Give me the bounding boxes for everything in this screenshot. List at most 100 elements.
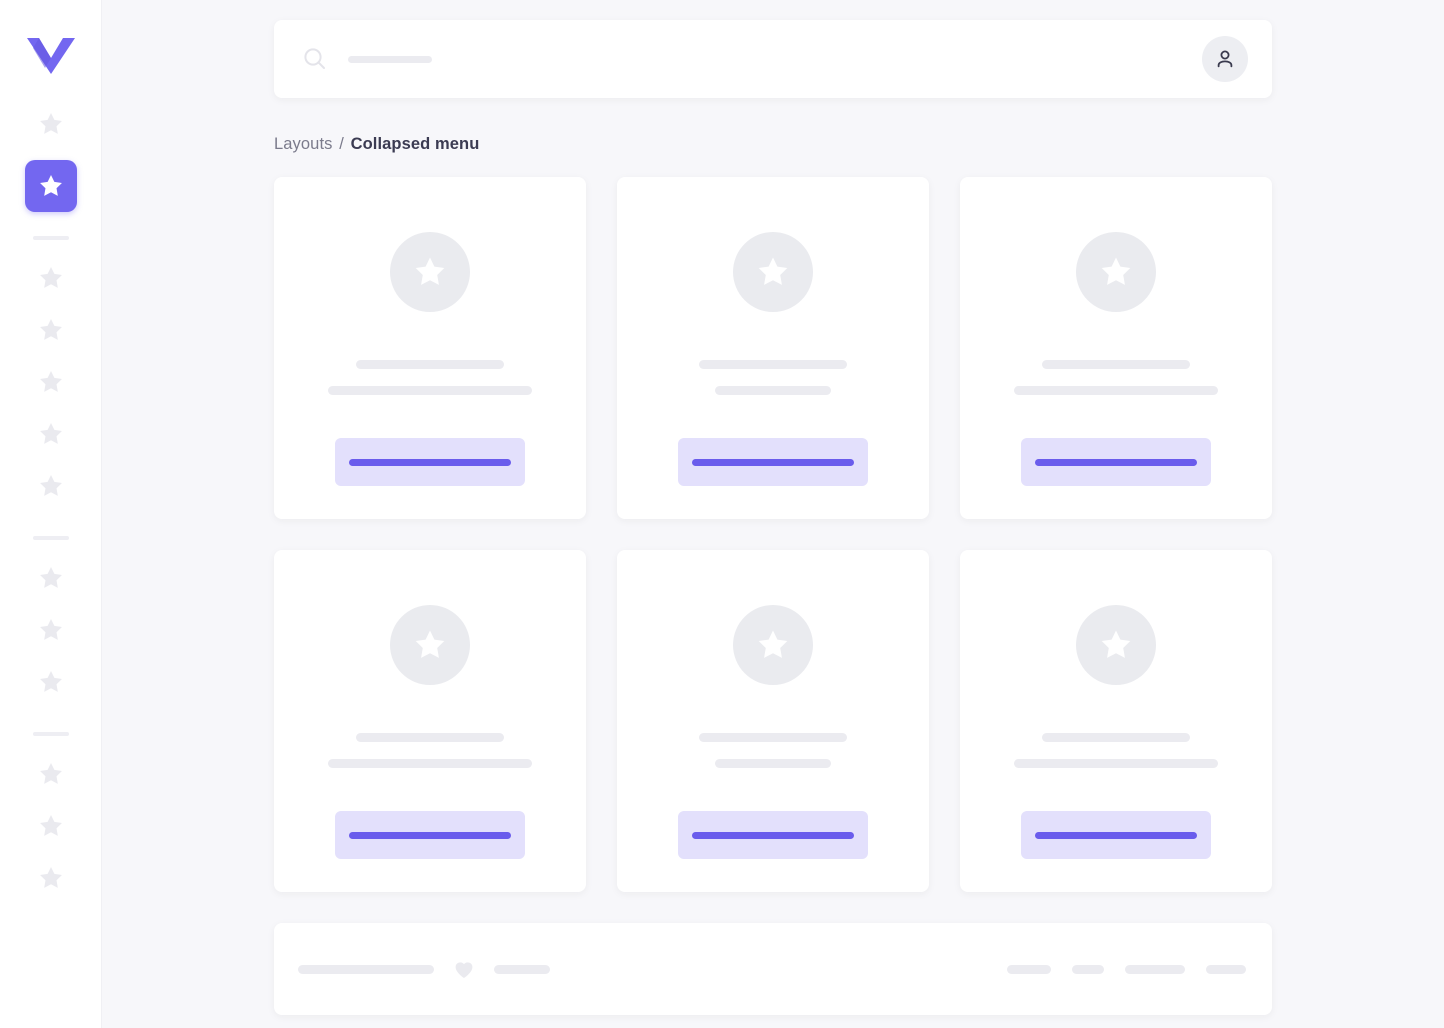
card-text-placeholder [617, 360, 929, 396]
sidebar [0, 0, 102, 1028]
sidebar-divider-3 [32, 732, 69, 736]
card-line-2 [715, 386, 831, 396]
star-icon [39, 618, 62, 640]
card-1[interactable] [274, 177, 586, 520]
sidebar-group-4 [0, 748, 101, 904]
card-text-placeholder [274, 360, 586, 396]
sidebar-item-10[interactable] [25, 656, 77, 708]
sidebar-item-12[interactable] [25, 800, 77, 852]
card-button-label [349, 831, 511, 839]
card-line-1 [699, 733, 847, 743]
page-title: Collapsed menu [350, 135, 480, 153]
search-icon [304, 48, 325, 69]
card-button-label [1035, 831, 1197, 839]
card-line-1 [1042, 360, 1190, 370]
star-icon [39, 670, 62, 692]
card-line-2 [328, 386, 532, 396]
card-6[interactable] [960, 550, 1272, 893]
avatar[interactable] [1202, 36, 1248, 82]
sidebar-group-1 [0, 98, 101, 212]
footer-left-group [298, 957, 550, 981]
card-2[interactable] [617, 177, 929, 520]
card-avatar [390, 232, 470, 313]
card-action-button[interactable] [1021, 811, 1211, 860]
star-icon [758, 630, 788, 659]
star-icon [1101, 257, 1131, 286]
card-action-button[interactable] [335, 811, 525, 860]
star-icon [39, 318, 62, 340]
sidebar-item-13[interactable] [25, 852, 77, 904]
star-icon [39, 814, 62, 836]
star-icon [39, 370, 62, 392]
breadcrumb-separator: / [339, 135, 344, 153]
card-text-placeholder [617, 733, 929, 769]
card-4[interactable] [274, 550, 586, 893]
sidebar-item-9[interactable] [25, 604, 77, 656]
sidebar-divider-1 [32, 236, 69, 240]
search-bar[interactable] [302, 46, 1202, 72]
star-icon [39, 566, 62, 588]
star-icon [39, 474, 62, 496]
footer-panel [274, 923, 1272, 1016]
star-icon [39, 174, 62, 196]
card-button-label [692, 458, 854, 466]
sidebar-item-4[interactable] [25, 304, 77, 356]
star-icon [39, 266, 62, 288]
sidebar-group-3 [0, 552, 101, 708]
card-line-1 [699, 360, 847, 370]
search-input[interactable] [348, 55, 432, 63]
card-3[interactable] [960, 177, 1272, 520]
heart-icon[interactable] [452, 957, 476, 981]
card-line-1 [1042, 733, 1190, 743]
card-action-button[interactable] [1021, 438, 1211, 487]
footer-bar-2 [494, 964, 550, 974]
footer-right-group [1007, 964, 1246, 974]
card-line-2 [1014, 759, 1218, 769]
star-icon [39, 866, 62, 888]
breadcrumb: Layouts / Collapsed menu [274, 134, 1272, 155]
card-avatar [733, 605, 813, 686]
card-line-1 [356, 733, 504, 743]
card-5[interactable] [617, 550, 929, 893]
card-line-2 [1014, 386, 1218, 396]
sidebar-group-2 [0, 252, 101, 512]
star-icon [758, 257, 788, 286]
footer-link-2[interactable] [1072, 964, 1104, 974]
card-action-button[interactable] [335, 438, 525, 487]
sidebar-item-8[interactable] [25, 552, 77, 604]
sidebar-item-6[interactable] [25, 408, 77, 460]
card-action-button[interactable] [678, 811, 868, 860]
star-icon [415, 257, 445, 286]
sidebar-item-11[interactable] [25, 748, 77, 800]
star-icon [415, 630, 445, 659]
card-line-2 [328, 759, 532, 769]
card-line-1 [356, 360, 504, 370]
footer-link-3[interactable] [1125, 964, 1185, 974]
sidebar-item-7[interactable] [25, 460, 77, 512]
chevron-logo[interactable] [25, 30, 77, 82]
card-action-button[interactable] [678, 438, 868, 487]
footer-link-4[interactable] [1206, 964, 1246, 974]
footer-bar-1 [298, 964, 434, 974]
card-avatar [1076, 232, 1156, 313]
sidebar-item-3[interactable] [25, 252, 77, 304]
star-icon [1101, 630, 1131, 659]
card-avatar [1076, 605, 1156, 686]
chevron-logo-icon [26, 38, 75, 74]
card-avatar [733, 232, 813, 313]
card-avatar [390, 605, 470, 686]
star-icon [39, 762, 62, 784]
sidebar-item-1[interactable] [25, 98, 77, 150]
card-button-label [692, 831, 854, 839]
user-icon [1217, 50, 1233, 68]
card-line-2 [715, 759, 831, 769]
topbar [274, 20, 1272, 98]
footer-link-1[interactable] [1007, 964, 1051, 974]
star-icon [39, 422, 62, 444]
breadcrumb-parent[interactable]: Layouts [274, 135, 333, 153]
sidebar-item-5[interactable] [25, 356, 77, 408]
sidebar-item-2-active[interactable] [24, 160, 77, 212]
star-icon [39, 112, 62, 134]
card-text-placeholder [274, 733, 586, 769]
